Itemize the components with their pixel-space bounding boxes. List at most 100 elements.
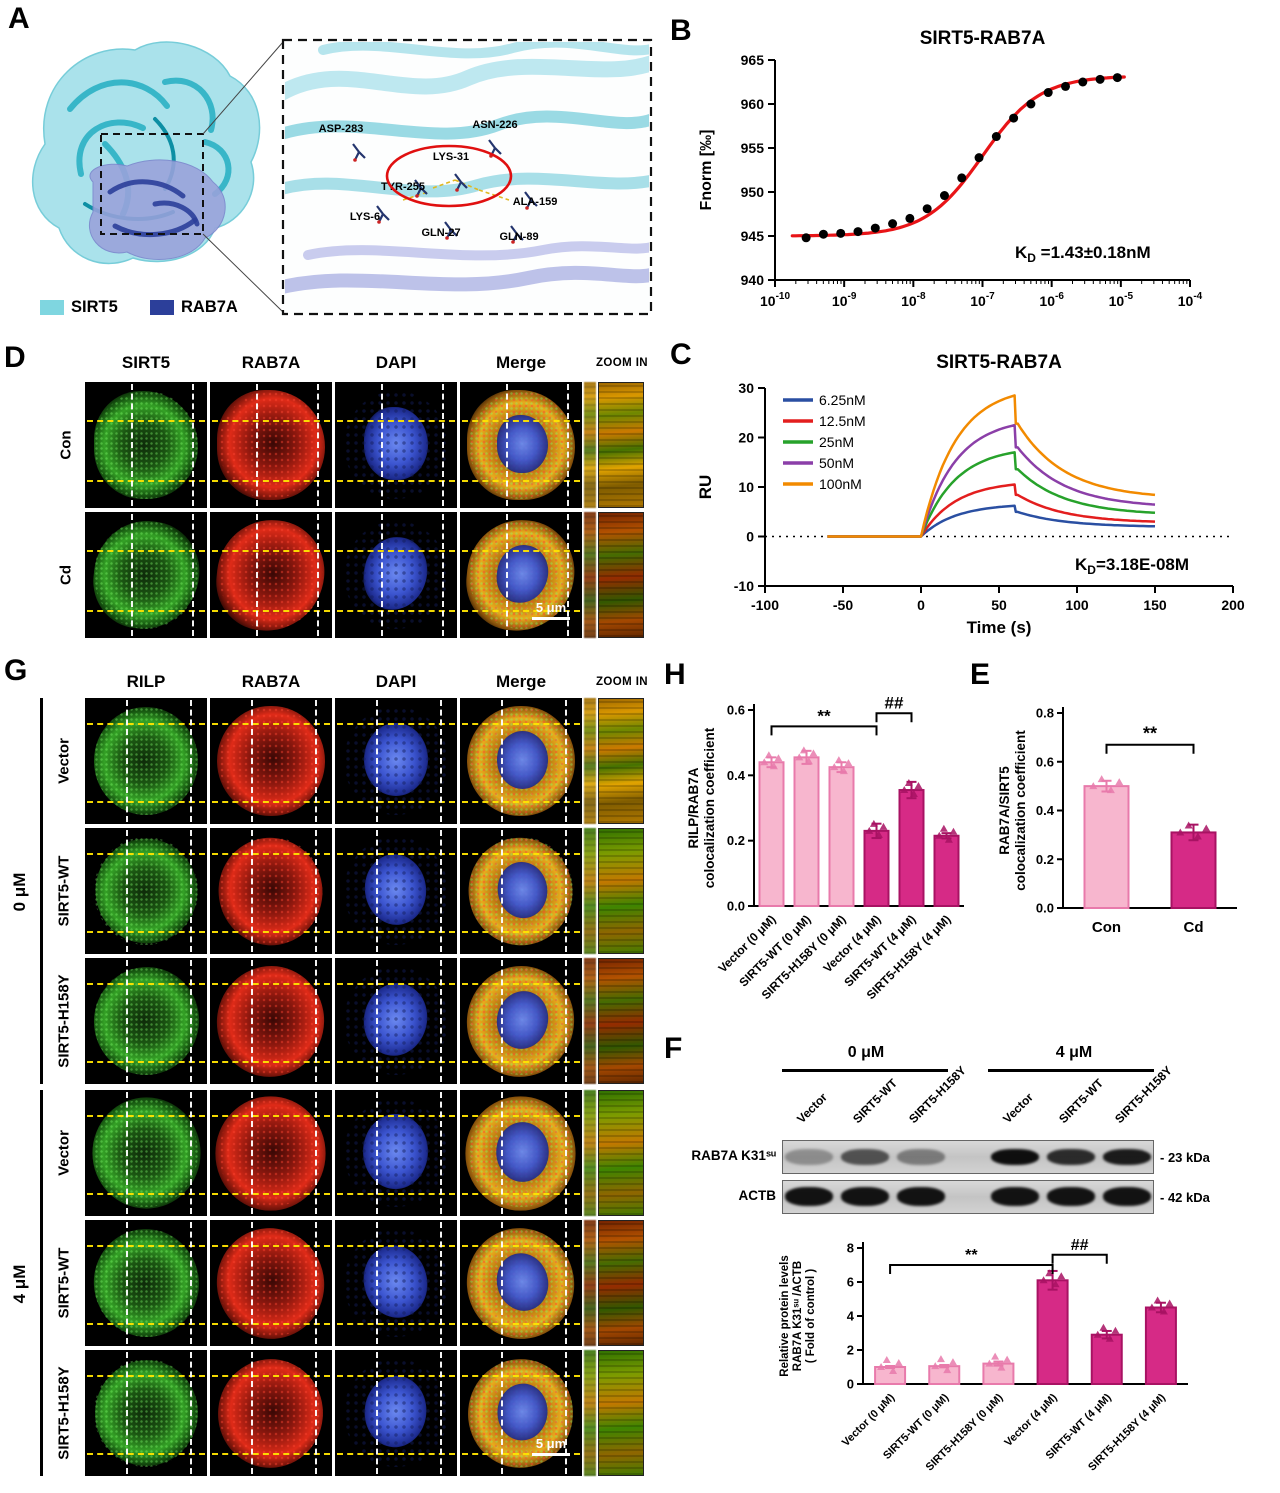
vertical-guide-line (564, 1352, 567, 1474)
horizontal-guide-line (212, 480, 330, 483)
bar (1144, 1306, 1177, 1385)
g-row-label-vector-0: Vector (55, 738, 73, 784)
scatter-point (774, 754, 783, 762)
x-axis-label: Time (s) (967, 618, 1032, 637)
y-tick-label: 965 (741, 52, 765, 68)
scatter-point (1176, 828, 1185, 836)
sirt5-swatch (40, 300, 64, 315)
y-tick-label: 0 (847, 1377, 854, 1392)
horizontal-guide-line (87, 610, 205, 613)
vertical-guide-line (506, 514, 509, 636)
g-vector-0um-red-image (210, 698, 332, 824)
horizontal-guide-line (337, 1193, 455, 1196)
spr-sensorgram-chart: -100 -50 0 50 100 150 200-100102030SIRT5-RAB7A… (696, 352, 1245, 637)
g-sirt5wt-0um-dapi-image (335, 828, 457, 954)
horizontal-guide-line (462, 419, 580, 422)
residue-stick (376, 205, 390, 224)
g-sirt5wt-0um-orthogonal-strip (584, 828, 596, 954)
scatter-point (1039, 1276, 1048, 1284)
g-scale-bar: 5 μm (532, 1436, 570, 1456)
vertical-guide-line (376, 960, 379, 1082)
vertical-guide-line (317, 514, 320, 636)
data-point (1043, 88, 1053, 98)
scatter-point (804, 757, 813, 765)
vertical-guide-line (564, 830, 567, 952)
data-point (888, 219, 898, 229)
rab7a-k31su-quantification-chart: 0 2 4 6 8 Relative protein levels RAB7A K31ˢᵘ … (779, 1237, 1188, 1473)
horizontal-guide-line (337, 853, 455, 856)
vertical-guide-line (501, 1222, 504, 1344)
g-sirt5h158y-4um-green-image (85, 1350, 207, 1476)
cell-red (215, 1095, 327, 1211)
vertical-guide-line (251, 1352, 254, 1474)
d-zoom-header: ZOOM IN (596, 357, 648, 369)
residue-stick (454, 173, 468, 192)
data-point (1026, 99, 1036, 109)
x-tick-label: -50 (833, 597, 853, 613)
bar (758, 761, 785, 908)
inset-ribbon (318, 42, 649, 59)
d-cd-merge-image (460, 512, 582, 638)
d-scale-bar-line (532, 617, 570, 620)
inset-connector-bottom (202, 233, 284, 313)
fit-curve (790, 75, 1126, 238)
vertical-guide-line (126, 1352, 129, 1474)
d-con-green-image (85, 382, 207, 508)
vertical-guide-line (564, 1222, 567, 1344)
significance-label: ** (1143, 724, 1157, 744)
horizontal-guide-line (212, 1453, 330, 1456)
vertical-guide-line (189, 1222, 192, 1344)
data-point (939, 191, 949, 201)
g-sirt5h158y-0um-dapi-image (335, 958, 457, 1084)
y-tick-label: 960 (741, 96, 765, 112)
sensorgram-100nM (827, 394, 1156, 538)
horizontal-guide-line (462, 480, 580, 483)
x-tick-label: 0 (917, 597, 925, 613)
sensorgram-25nM (827, 451, 1156, 538)
vertical-guide-line (439, 700, 442, 822)
vertical-guide-line (439, 830, 442, 952)
interface-box (100, 133, 204, 235)
y-tick-label: 0.2 (1036, 852, 1054, 867)
y-tick-label: 0.6 (727, 703, 745, 718)
d-con-dapi-image (335, 382, 457, 508)
bar (863, 829, 890, 907)
vertical-guide-line (314, 1222, 317, 1344)
g-sirt5h158y-0um-zoom-strip (598, 958, 644, 1084)
x-tick-label: 10-4 (1178, 291, 1203, 309)
horizontal-guide-line (212, 983, 330, 986)
scatter-point (900, 786, 909, 794)
horizontal-guide-line (212, 419, 330, 422)
speckle-texture (343, 520, 449, 630)
scatter-point (931, 1362, 940, 1370)
horizontal-guide-line (462, 801, 580, 804)
data-point (905, 213, 915, 223)
horizontal-guide-line (87, 1061, 205, 1064)
cell-dapi (363, 1114, 429, 1190)
interface-inset: ASP-283 ASN-226 LYS-31 TYR-255 ALA-159 LYS-6 G… (281, 38, 653, 316)
d-scale-bar: 5 μm (532, 600, 570, 620)
vertical-guide-line (126, 830, 129, 952)
d-cd-dapi-image (335, 512, 457, 638)
vertical-guide-line (189, 700, 192, 822)
scatter-point (914, 782, 923, 790)
horizontal-guide-line (212, 1245, 330, 1248)
scatter-point (799, 746, 808, 754)
y-tick-label: 30 (738, 380, 754, 396)
vertical-guide-line (189, 830, 192, 952)
vertical-guide-line (506, 384, 509, 506)
y-axis-label: RAB7A/SIRT5 (997, 766, 1012, 855)
vertical-guide-line (376, 830, 379, 952)
vertical-guide-line (564, 1092, 567, 1214)
g-vector-4um-dapi-image (335, 1090, 457, 1216)
scatter-point (1051, 1280, 1060, 1288)
vertical-guide-line (251, 830, 254, 952)
vertical-guide-line (189, 960, 192, 1082)
d-cd-orthogonal-strip (584, 512, 596, 638)
horizontal-guide-line (337, 983, 455, 986)
speckle-texture (218, 390, 324, 500)
blot-band (785, 1187, 833, 1206)
horizontal-guide-line (462, 723, 580, 726)
data-point (853, 227, 863, 237)
vertical-guide-line (439, 1092, 442, 1214)
